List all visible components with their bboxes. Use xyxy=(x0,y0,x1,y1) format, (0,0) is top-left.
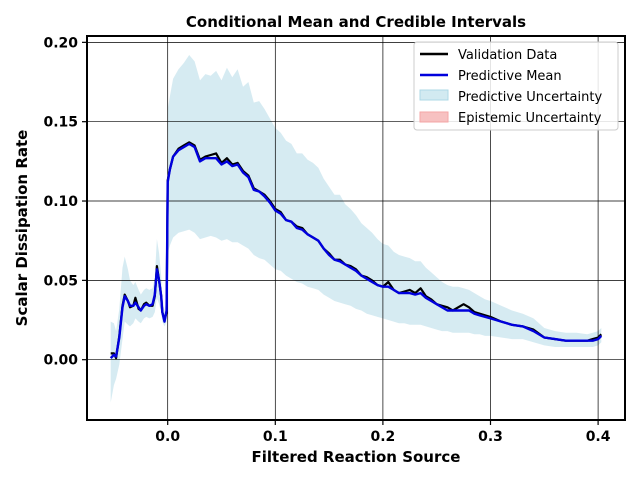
y-axis: 0.00 0.05 0.10 0.15 0.20 xyxy=(43,35,87,369)
x-tick-label: 0.2 xyxy=(370,429,395,445)
y-axis-label: Scalar Dissipation Rate xyxy=(13,130,31,327)
y-tick-label: 0.15 xyxy=(43,115,78,131)
legend-swatch-predictive xyxy=(419,89,449,101)
x-tick-label: 0.3 xyxy=(478,429,503,445)
line-layer xyxy=(109,141,603,360)
legend-label-mean: Predictive Mean xyxy=(458,69,562,84)
y-tick-label: 0.00 xyxy=(43,353,78,369)
predictive-mean-line xyxy=(109,142,603,359)
legend-swatch-epistemic xyxy=(419,111,449,123)
legend-box xyxy=(413,41,619,131)
y-tick-label: 0.10 xyxy=(43,194,78,210)
x-axis-label: Filtered Reaction Source xyxy=(252,448,461,466)
legend: Validation Data Predictive Mean Predicti… xyxy=(413,41,619,131)
plot-frame xyxy=(86,35,626,421)
legend-label-predictive: Predictive Uncertainty xyxy=(458,90,602,105)
y-tick-label: 0.05 xyxy=(43,273,78,289)
x-axis: 0.0 0.1 0.2 0.3 0.4 xyxy=(155,420,611,445)
legend-label-validation: Validation Data xyxy=(458,48,557,63)
x-tick-label: 0.4 xyxy=(586,429,611,445)
chart-title: Conditional Mean and Credible Intervals xyxy=(186,13,526,31)
legend-label-epistemic: Epistemic Uncertainty xyxy=(458,111,602,126)
x-tick-label: 0.1 xyxy=(263,429,288,445)
x-tick-label: 0.0 xyxy=(155,429,180,445)
y-tick-label: 0.20 xyxy=(43,35,78,51)
